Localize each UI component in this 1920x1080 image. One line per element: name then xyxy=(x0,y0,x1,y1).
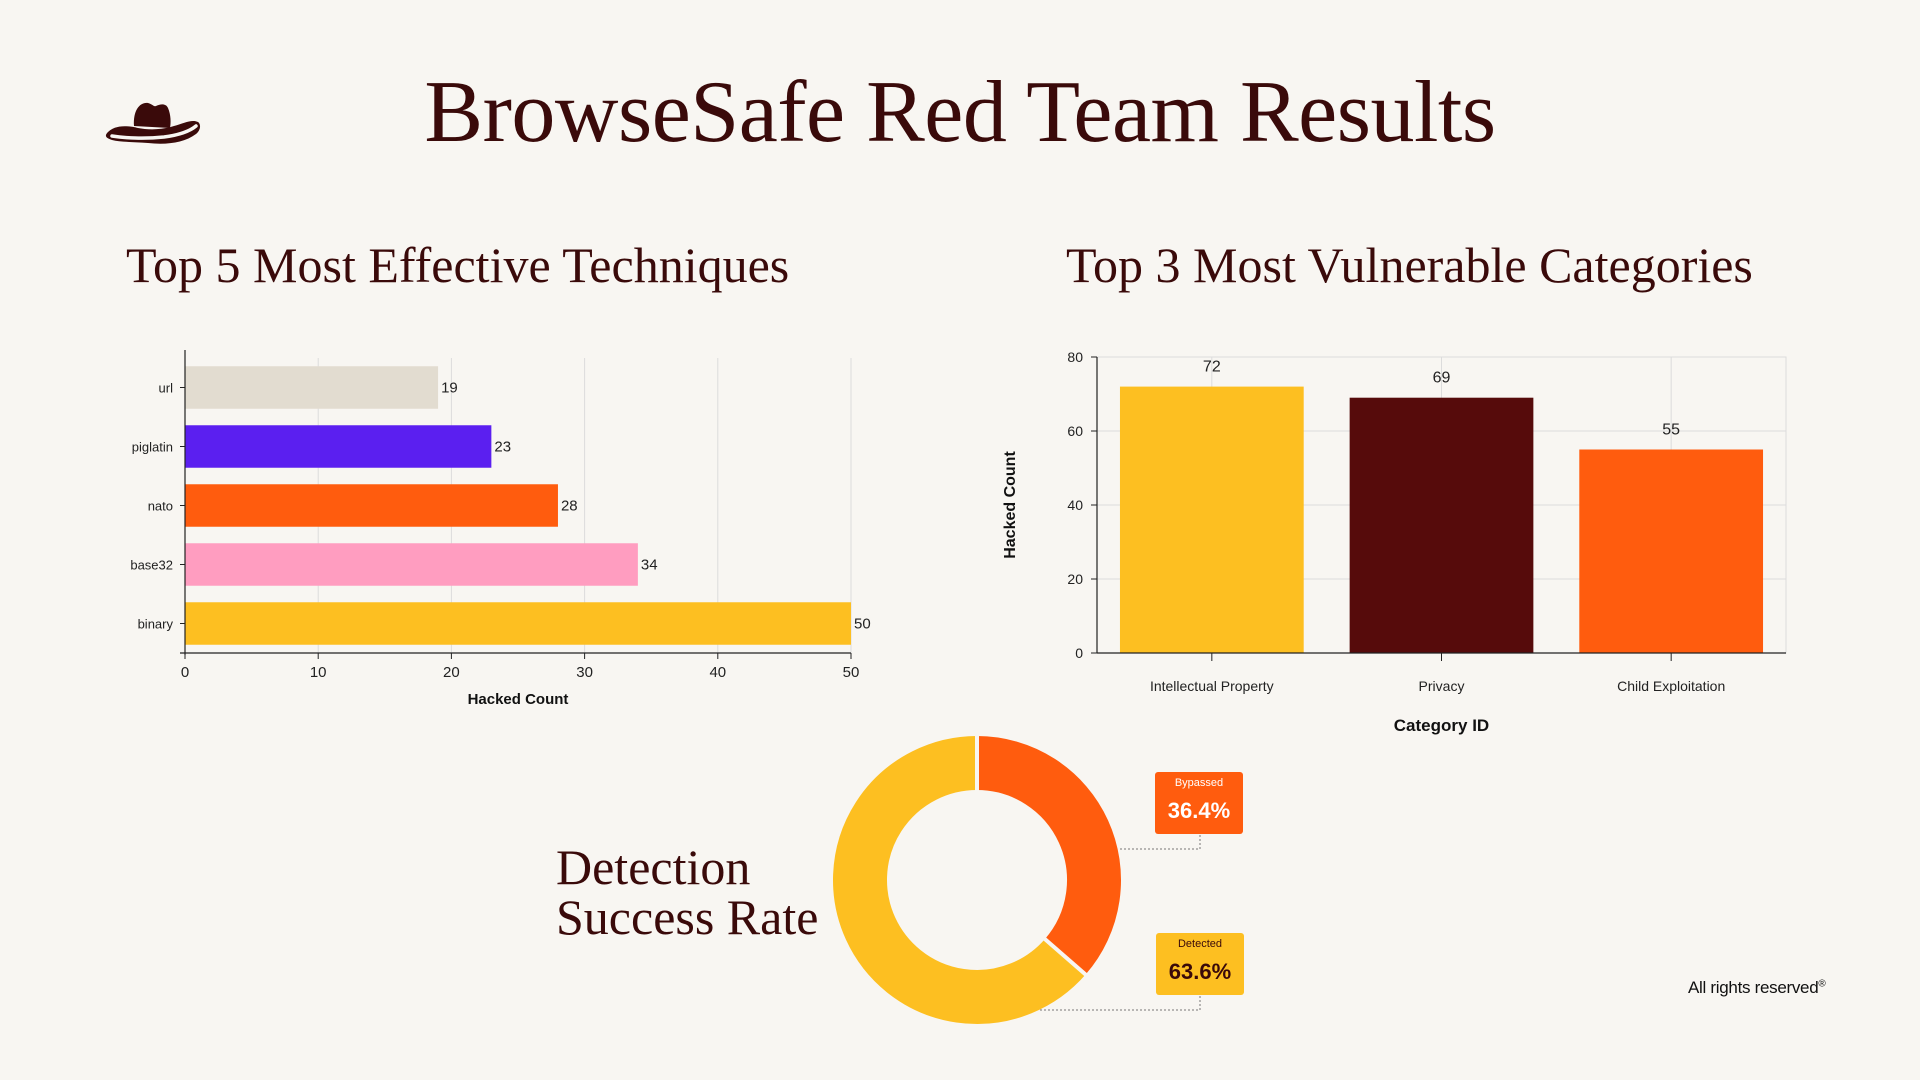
bar-child-exploitation xyxy=(1579,449,1764,653)
y-tick-label: 80 xyxy=(1067,349,1083,365)
page-title: BrowseSafe Red Team Results xyxy=(424,64,1496,161)
slice-separator xyxy=(1042,936,1089,978)
y-tick-label: 0 xyxy=(1075,645,1083,661)
detection-title-line1: Detection xyxy=(556,839,751,895)
bar-binary xyxy=(185,602,851,645)
bar-value-label: 50 xyxy=(854,616,871,633)
bar-value-label: 55 xyxy=(1662,422,1680,439)
bypassed-value: 36.4% xyxy=(1167,798,1231,823)
bar-value-label: 19 xyxy=(441,380,458,397)
footer-text: All rights reserved xyxy=(1688,978,1819,997)
bar-value-label: 72 xyxy=(1203,359,1221,376)
x-axis-title: Hacked Count xyxy=(468,691,569,708)
bar-value-label: 28 xyxy=(561,498,578,515)
techniques-chart-title: Top 5 Most Effective Techniques xyxy=(126,237,790,293)
bar-piglatin xyxy=(185,425,492,468)
bar-nato xyxy=(185,484,558,527)
bar-intellectual-property xyxy=(1119,386,1304,653)
x-axis-title: Category ID xyxy=(1394,716,1489,735)
detection-title-line2: Success Rate xyxy=(556,889,819,945)
x-tick-label: 30 xyxy=(576,664,593,681)
donut-slice-detected xyxy=(833,736,1086,1024)
x-tick-label: Privacy xyxy=(1419,678,1465,694)
y-tick-label: piglatin xyxy=(132,440,173,455)
x-tick-label: 40 xyxy=(709,664,726,681)
y-tick-label: nato xyxy=(148,499,173,514)
x-tick-label: 50 xyxy=(843,664,860,681)
categories-bar-chart: 0 20 40 60 80 72 Intellectual Property 69 Privac… xyxy=(1002,349,1787,735)
footer-copyright: All rights reserved® xyxy=(1688,978,1826,998)
bar-value-label: 34 xyxy=(641,557,658,574)
registered-mark: ® xyxy=(1818,978,1826,990)
detection-chart-title: Detection Success Rate xyxy=(556,842,818,942)
y-tick-label: url xyxy=(159,381,174,396)
bar-value-label: 23 xyxy=(494,439,511,456)
x-tick-label: 0 xyxy=(181,664,189,681)
y-tick-label: 20 xyxy=(1067,571,1083,587)
x-tick-label: Child Exploitation xyxy=(1617,678,1725,694)
x-tick-label: 10 xyxy=(310,664,327,681)
donut-slice-bypassed xyxy=(976,736,1121,975)
bar-url xyxy=(185,366,439,409)
detected-label: Detected xyxy=(1177,938,1223,950)
bypassed-label: Bypassed xyxy=(1174,777,1224,789)
detection-donut-chart xyxy=(833,734,1121,1024)
y-tick-label: 40 xyxy=(1067,497,1083,513)
detected-value: 63.6% xyxy=(1168,959,1232,984)
categories-chart-title: Top 3 Most Vulnerable Categories xyxy=(1066,237,1753,293)
bar-base32 xyxy=(185,543,638,586)
bar-privacy xyxy=(1349,397,1534,653)
bypassed-callout: Bypassed 36.4% xyxy=(1155,772,1243,834)
y-tick-label: 60 xyxy=(1067,423,1083,439)
techniques-bar-chart: 19 url 23 piglatin 28 nato 34 base32 50 binary 0 10… xyxy=(130,350,871,708)
y-axis-title: Hacked Count xyxy=(1002,451,1019,559)
cowboy-hat-icon xyxy=(105,102,201,144)
y-tick-label: binary xyxy=(138,617,174,632)
detected-callout: Detected 63.6% xyxy=(1156,933,1244,995)
x-tick-label: 20 xyxy=(443,664,460,681)
x-tick-label: Intellectual Property xyxy=(1150,678,1274,694)
bar-value-label: 69 xyxy=(1433,370,1451,387)
y-tick-label: base32 xyxy=(130,558,173,573)
